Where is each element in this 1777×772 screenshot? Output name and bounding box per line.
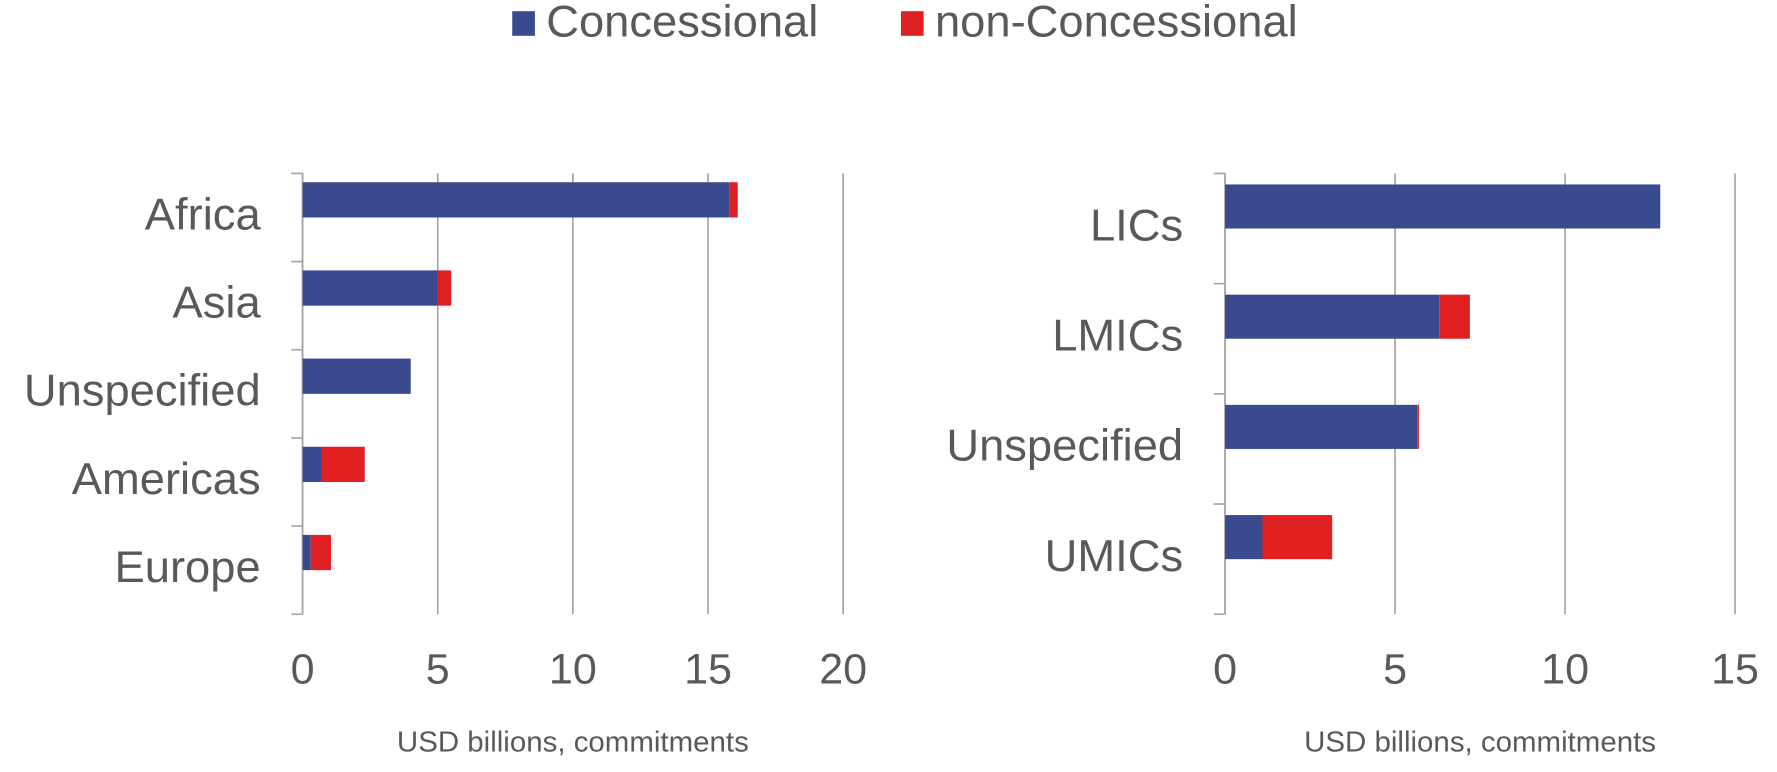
y-tick-label: Africa — [145, 189, 262, 240]
x-tick-label: 20 — [819, 646, 867, 694]
bar-segment — [1439, 294, 1470, 339]
bar-segment — [1225, 404, 1418, 449]
y-tick-label: UMICs — [1045, 530, 1183, 581]
x-tick-label: 5 — [1383, 646, 1407, 694]
x-tick-label: 15 — [684, 646, 732, 694]
bar-segment — [302, 534, 311, 571]
legend-swatch — [900, 11, 924, 36]
x-tick-label: 5 — [426, 646, 450, 694]
bar-segment — [1225, 294, 1440, 339]
x-tick-label: 10 — [1541, 646, 1589, 694]
y-tick-label: Unspecified — [946, 420, 1183, 471]
x-axis-label: USD billions, commitments — [1304, 727, 1656, 759]
x-tick-label: 10 — [549, 646, 597, 694]
y-tick-label: Asia — [172, 277, 261, 328]
bar-segment — [302, 358, 411, 394]
bar-segment — [1225, 515, 1263, 560]
x-tick-label: 0 — [291, 646, 315, 694]
bar-segment — [302, 446, 322, 482]
bar-segment — [321, 446, 365, 482]
legend-swatch — [512, 11, 535, 36]
legend-label: non-Concessional — [935, 0, 1298, 46]
y-tick-label: LICs — [1090, 200, 1183, 251]
bar-segment — [1225, 184, 1661, 229]
x-axis-label: USD billions, commitments — [397, 727, 749, 759]
y-tick-label: Americas — [72, 453, 261, 504]
bar-segment — [1417, 404, 1419, 449]
x-tick-label: 15 — [1711, 646, 1759, 694]
bar-segment — [729, 182, 738, 218]
legend-label: Concessional — [546, 0, 818, 46]
x-tick-label: 0 — [1213, 646, 1237, 694]
bar-segment — [302, 270, 438, 306]
bar-segment — [1262, 515, 1333, 560]
y-tick-label: Europe — [115, 541, 261, 592]
bar-segment — [310, 534, 331, 571]
y-tick-label: Unspecified — [24, 365, 261, 416]
bar-segment — [437, 270, 452, 306]
y-tick-label: LMICs — [1052, 310, 1183, 361]
bar-segment — [302, 182, 730, 218]
